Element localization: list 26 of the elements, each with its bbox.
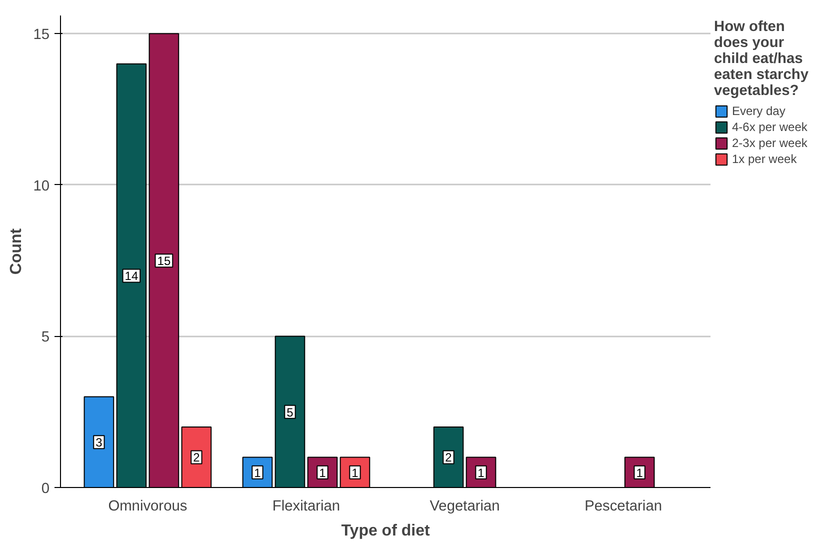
y-tick-label: 10 [33,178,50,194]
x-tick-label: Flexitarian [272,498,340,514]
data-label: 1 [254,466,262,480]
data-label: 5 [286,405,294,420]
x-tick-label: Omnivorous [108,498,188,514]
data-label: 15 [157,254,171,268]
y-axis-title: Count [8,228,26,275]
data-label: 1 [319,466,326,480]
y-tick-label: 5 [41,330,50,346]
legend-title: How often does your child eat/has eaten starchy vegetables? [714,19,808,99]
x-axis-title: Type of diet [341,522,430,540]
data-label: 1 [478,466,485,480]
legend-label: Every day [732,104,786,118]
x-tick-label: Pescetarian [584,498,662,514]
legend-label: 4-6x per week [732,120,808,134]
data-label: 2 [445,450,452,465]
data-label: 3 [96,436,103,450]
legend-label: 1x per week [732,152,797,166]
data-label: 1 [352,466,359,480]
legend-label: 2-3x per week [732,136,808,150]
data-label: 1 [636,466,644,480]
data-label: 14 [124,269,138,284]
data-label: 2 [193,450,200,465]
x-tick-label: Vegetarian [430,498,500,514]
y-tick-label: 0 [41,481,50,497]
y-tick-label: 15 [33,27,50,44]
